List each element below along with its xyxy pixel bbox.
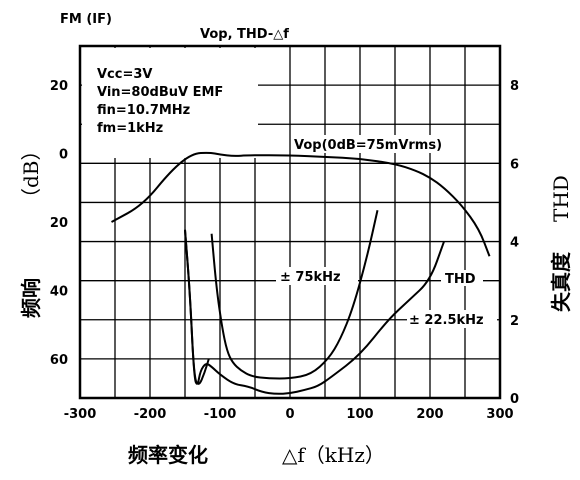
conditions: Vcc=3V Vin=80dBuV EMF fin=10.7MHz fm=1kH… [97, 67, 223, 136]
y-right-tick-label: 0 [510, 392, 519, 407]
y-left-tick-label: 60 [50, 353, 68, 368]
curves [111, 151, 491, 395]
series-line [111, 151, 491, 257]
condition-line: fm=1kHz [97, 121, 163, 136]
condition-line: fin=10.7MHz [97, 103, 190, 118]
annotation-vod: Vop(0dB=75mVrms) [294, 138, 442, 153]
y-right-label: 失真度 [549, 251, 573, 312]
series-line [184, 229, 210, 385]
x-tick-label: -100 [204, 407, 237, 422]
series-line [210, 210, 379, 380]
y-left-tick-label: 0 [59, 148, 68, 163]
x-tick-label: 300 [486, 407, 513, 422]
y-left-label: 频响 [19, 278, 43, 318]
y-right-tick-label: 2 [510, 314, 519, 329]
condition-line: Vin=80dBuV EMF [97, 85, 223, 100]
y-right-tick-label: 4 [510, 236, 519, 251]
x-tick-label: 100 [346, 407, 373, 422]
conditions-box [82, 48, 258, 158]
y-left-tick-labels: 20 0 20 40 60 [50, 79, 68, 368]
y-right-tick-labels: 8 6 4 2 0 [510, 79, 519, 407]
y-left-tick-label: 40 [50, 285, 68, 300]
chart-header: FM (IF) [60, 12, 112, 27]
x-tick-label: 200 [416, 407, 443, 422]
plot-frame [78, 44, 502, 400]
x-tick-label: -200 [134, 407, 167, 422]
annotation-thd: THD [445, 272, 476, 287]
y-left-tick-label: 20 [50, 79, 68, 94]
x-tick-label: 0 [285, 407, 294, 422]
annotation-22khz: ± 22.5kHz [409, 313, 484, 328]
x-axis-label: 频率变化 [128, 443, 208, 467]
series-line [184, 229, 445, 395]
x-tick-label: -300 [64, 407, 97, 422]
annotation-75khz: ± 75kHz [280, 270, 341, 285]
y-right-tick-label: 8 [510, 79, 519, 94]
x-tick-labels: -300 -200 -100 0 100 200 300 [64, 407, 514, 422]
condition-line: Vcc=3V [97, 67, 152, 82]
chart-title: Vop, THD-△f [200, 27, 289, 42]
y-right-unit: THD [549, 175, 573, 222]
y-right-tick-label: 6 [510, 157, 519, 172]
y-left-tick-label: 20 [50, 216, 68, 231]
x-axis-unit: △f（kHz） [282, 443, 385, 467]
y-left-unit: （dB） [19, 141, 43, 209]
